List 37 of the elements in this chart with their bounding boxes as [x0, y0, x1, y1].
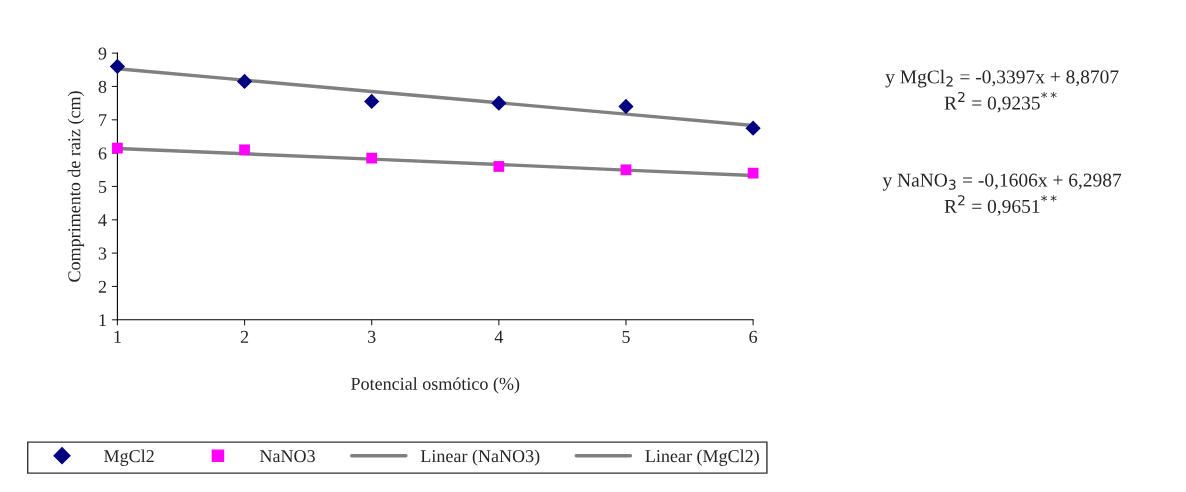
y-tick-label: 5 [99, 180, 107, 193]
y-tick-label: 3 [98, 247, 107, 260]
point [364, 93, 380, 110]
x-tick-label: 1 [114, 330, 121, 343]
point [236, 73, 253, 90]
point [112, 142, 123, 154]
legend-label: Linear (NaNO3) [420, 449, 540, 466]
x-tick-label: 6 [749, 330, 758, 343]
point [366, 152, 378, 164]
legend-label: MgCl2 [104, 449, 154, 466]
point [745, 120, 761, 136]
x-axis-title: Potencial osmótico (%) [351, 377, 520, 394]
point [491, 95, 507, 111]
y-axis-title: Comprimento de raiz (cm) [67, 91, 85, 282]
text: y NaNO$_{3}$ = -0,1606x + 6,2987 [882, 173, 1122, 191]
legend-label: NaNO3 [259, 450, 315, 463]
y-tick-label: 1 [99, 314, 106, 327]
point [747, 167, 759, 179]
y-tick-label: 7 [99, 114, 107, 127]
point [239, 144, 250, 156]
x-tick-label: 4 [494, 330, 504, 343]
x-tick-label: 5 [622, 330, 630, 343]
y-tick-label: 8 [98, 80, 107, 93]
x-tick-label: 3 [368, 330, 376, 343]
y-tick-label: 9 [98, 47, 107, 60]
y-tick-label: 2 [98, 280, 106, 293]
x-tick-label: 2 [240, 330, 249, 343]
y-tick-label: 6 [98, 147, 107, 160]
text: R$^{2}$ = 0,9235$^{**}$ [944, 91, 1057, 113]
legend-label: Linear (MgCl2) [645, 449, 759, 466]
point [109, 58, 126, 75]
point [493, 161, 505, 172]
point [620, 164, 632, 176]
text: R$^{2}$ = 0,9651$^{**}$ [944, 195, 1057, 216]
point [618, 98, 634, 115]
text: y MgCl$_{2}$ = -0,3397x + 8,8707 [885, 69, 1119, 88]
y-tick-label: 4 [98, 214, 107, 227]
